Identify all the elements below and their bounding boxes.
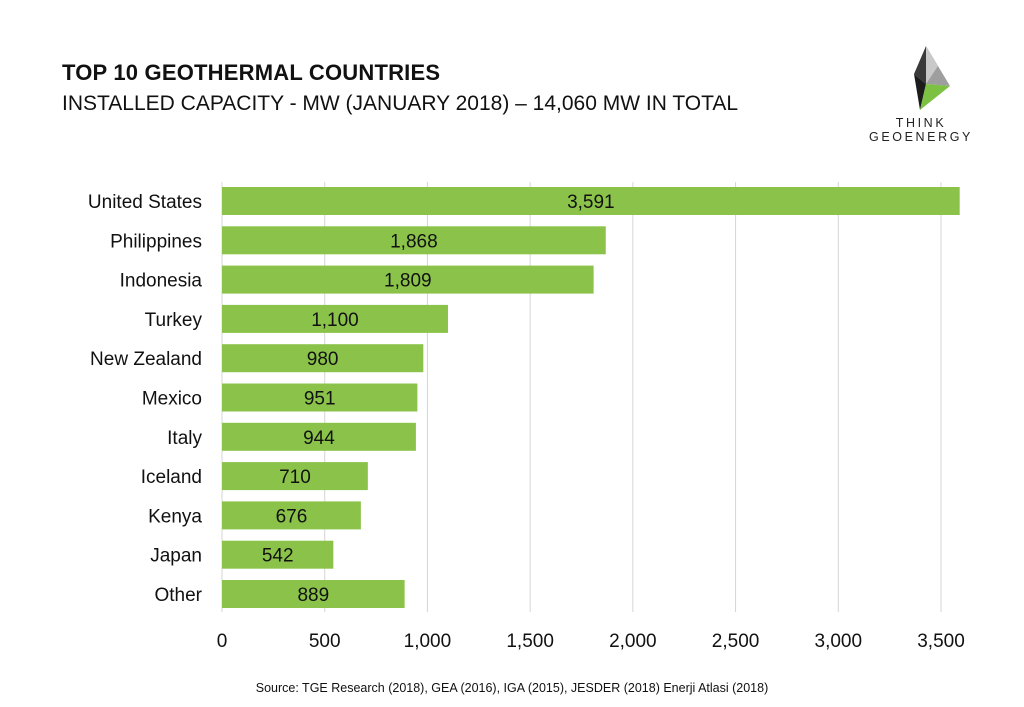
bar-new-zealand [222,344,424,373]
value-label: 1,100 [311,310,359,331]
bar-indonesia [222,265,594,294]
source-note: Source: TGE Research (2018), GEA (2016),… [255,681,769,695]
logo-mark-icon [914,46,950,110]
x-tick-label: 3,000 [815,631,863,652]
category-label: Iceland [141,467,202,488]
x-tick-label: 1,500 [506,631,554,652]
value-label: 980 [307,349,339,370]
x-tick-label: 3,500 [917,631,965,652]
think-geoenergy-logo: THINK GEOENERGY [862,44,980,148]
category-label: Philippines [110,231,202,252]
x-tick-label: 2,000 [609,631,657,652]
value-label: 1,809 [384,271,432,292]
category-label: Indonesia [120,271,203,292]
bar-other [222,580,405,608]
logo-text-think: THINK [895,116,947,130]
category-label: United States [88,192,202,213]
value-label: 542 [262,546,294,567]
bar-italy [222,422,416,451]
category-label: Mexico [142,389,202,410]
chart-title: TOP 10 GEOTHERMAL COUNTRIES [62,60,441,85]
x-tick-label: 0 [217,631,228,652]
x-tick-label: 2,500 [712,631,760,652]
bar-united-states [222,187,960,215]
bar-philippines [222,226,606,255]
bar-mexico [222,383,418,412]
label-layer: United States 3,591 Philippines 1,868 Indone… [88,192,615,606]
bar-iceland [222,462,368,491]
bar-kenya [222,501,361,530]
value-label: 3,591 [567,192,615,213]
value-label: 676 [276,506,308,527]
bar-japan [222,540,334,569]
bar-layer [222,187,960,608]
x-axis: 0 500 1,000 1,500 2,000 2,500 3,000 3,500 [217,631,965,652]
category-label: Other [154,585,202,606]
x-tick-label: 500 [309,631,341,652]
chart-subtitle: INSTALLED CAPACITY - MW (JANUARY 2018) –… [62,92,739,115]
value-label: 1,868 [390,231,438,252]
value-label: 710 [279,467,311,488]
bar-turkey [222,304,448,333]
category-label: Kenya [148,506,202,527]
logo-text-geoenergy: GEOENERGY [869,130,973,144]
category-label: Italy [167,428,202,449]
category-label: New Zealand [90,349,202,370]
category-label: Japan [150,546,202,567]
value-label: 889 [297,585,329,606]
value-label: 944 [303,428,335,449]
category-label: Turkey [145,310,203,331]
x-tick-label: 1,000 [404,631,452,652]
value-label: 951 [304,389,336,410]
